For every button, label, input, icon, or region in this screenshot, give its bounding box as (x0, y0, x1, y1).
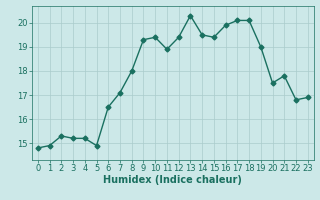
X-axis label: Humidex (Indice chaleur): Humidex (Indice chaleur) (103, 175, 242, 185)
